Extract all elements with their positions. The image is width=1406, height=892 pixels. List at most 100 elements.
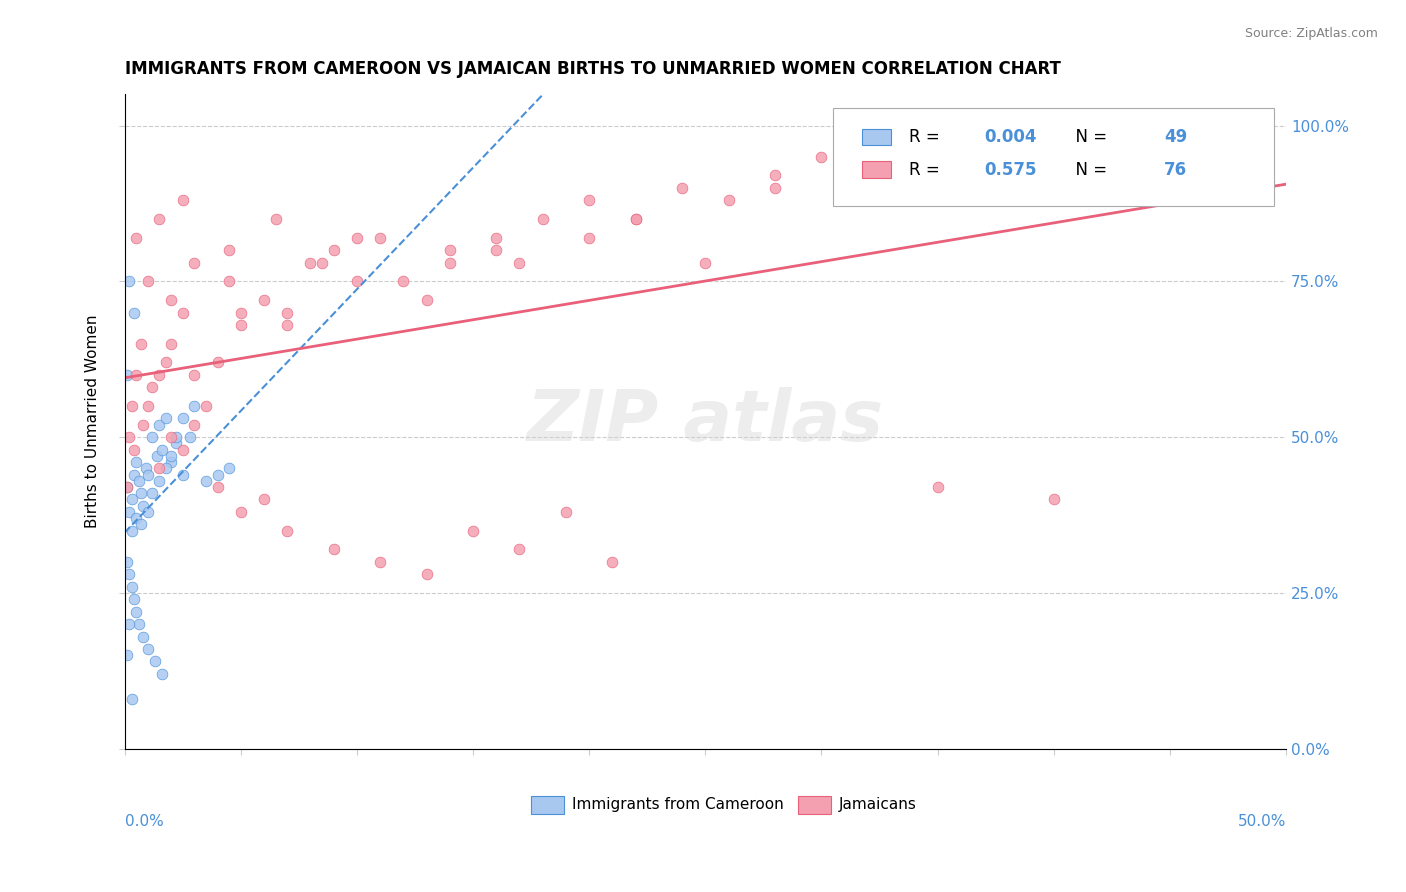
Point	[172, 411, 194, 425]
Point	[717, 194, 740, 208]
Point	[160, 293, 183, 307]
Text: Jamaicans: Jamaicans	[839, 797, 917, 813]
Point	[810, 150, 832, 164]
Point	[115, 368, 138, 382]
Point	[1042, 492, 1064, 507]
Point	[160, 336, 183, 351]
Point	[118, 430, 141, 444]
Point	[1112, 150, 1135, 164]
Text: Immigrants from Cameroon: Immigrants from Cameroon	[572, 797, 783, 813]
Point	[485, 231, 508, 245]
Point	[508, 255, 530, 269]
Point	[148, 417, 170, 432]
FancyBboxPatch shape	[862, 161, 891, 178]
Point	[264, 212, 287, 227]
Point	[1229, 119, 1251, 133]
Point	[155, 355, 177, 369]
Point	[141, 486, 163, 500]
FancyBboxPatch shape	[862, 128, 891, 145]
Point	[311, 255, 333, 269]
Point	[392, 274, 415, 288]
Text: Source: ZipAtlas.com: Source: ZipAtlas.com	[1244, 27, 1378, 40]
Point	[299, 255, 322, 269]
Point	[346, 274, 368, 288]
Point	[207, 467, 229, 482]
Text: 50.0%: 50.0%	[1237, 814, 1286, 830]
Point	[121, 580, 143, 594]
Point	[125, 455, 148, 469]
Point	[578, 231, 600, 245]
Point	[129, 336, 152, 351]
Point	[148, 368, 170, 382]
Point	[207, 355, 229, 369]
Point	[125, 605, 148, 619]
Point	[125, 368, 148, 382]
Text: IMMIGRANTS FROM CAMEROON VS JAMAICAN BIRTHS TO UNMARRIED WOMEN CORRELATION CHART: IMMIGRANTS FROM CAMEROON VS JAMAICAN BIR…	[125, 60, 1060, 78]
Text: 76: 76	[1164, 161, 1187, 178]
Point	[134, 461, 156, 475]
Point	[122, 467, 145, 482]
Text: 0.0%: 0.0%	[125, 814, 163, 830]
Point	[995, 169, 1018, 183]
Point	[143, 655, 166, 669]
Point	[128, 617, 150, 632]
Point	[624, 212, 647, 227]
Point	[624, 212, 647, 227]
Point	[763, 181, 786, 195]
Text: 0.004: 0.004	[984, 128, 1036, 146]
Point	[160, 430, 183, 444]
Point	[172, 442, 194, 457]
Point	[439, 244, 461, 258]
Point	[118, 505, 141, 519]
Point	[115, 480, 138, 494]
Text: R =: R =	[908, 161, 945, 178]
Point	[229, 305, 252, 319]
Point	[671, 181, 693, 195]
Point	[121, 399, 143, 413]
Point	[508, 542, 530, 557]
Point	[207, 480, 229, 494]
Point	[555, 505, 578, 519]
Point	[439, 255, 461, 269]
Text: 0.575: 0.575	[984, 161, 1036, 178]
Point	[160, 449, 183, 463]
Point	[368, 231, 391, 245]
FancyBboxPatch shape	[531, 796, 564, 814]
Point	[160, 455, 183, 469]
Point	[1182, 131, 1205, 145]
Point	[132, 499, 155, 513]
Point	[172, 467, 194, 482]
Point	[927, 480, 949, 494]
Point	[531, 212, 554, 227]
Point	[578, 194, 600, 208]
Point	[122, 305, 145, 319]
Point	[125, 231, 148, 245]
Point	[129, 517, 152, 532]
FancyBboxPatch shape	[832, 108, 1274, 206]
Point	[121, 524, 143, 538]
Point	[148, 461, 170, 475]
Point	[115, 555, 138, 569]
Point	[155, 411, 177, 425]
Text: ZIP atlas: ZIP atlas	[527, 387, 884, 456]
Point	[183, 368, 205, 382]
Point	[368, 555, 391, 569]
Point	[218, 244, 240, 258]
Point	[602, 555, 624, 569]
Point	[183, 417, 205, 432]
Point	[253, 492, 276, 507]
Point	[695, 255, 717, 269]
Text: N =: N =	[1066, 161, 1112, 178]
Text: R =: R =	[908, 128, 945, 146]
Point	[118, 274, 141, 288]
FancyBboxPatch shape	[799, 796, 831, 814]
Point	[218, 461, 240, 475]
Point	[763, 169, 786, 183]
Text: N =: N =	[1066, 128, 1112, 146]
Point	[155, 461, 177, 475]
Point	[880, 194, 903, 208]
Point	[118, 567, 141, 582]
Point	[121, 492, 143, 507]
Point	[141, 430, 163, 444]
Point	[253, 293, 276, 307]
